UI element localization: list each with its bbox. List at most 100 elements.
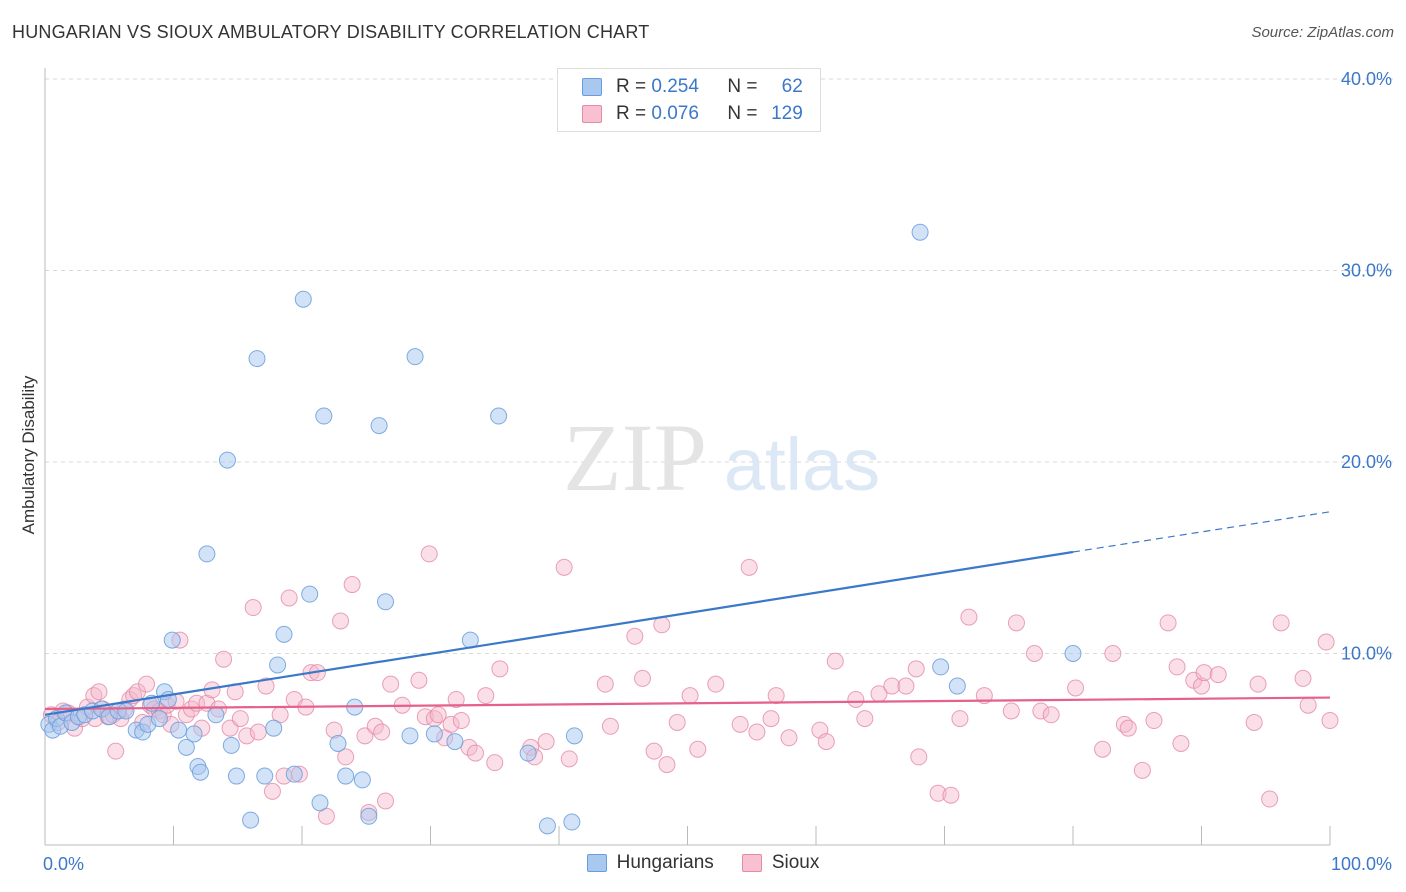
hungarian-point	[948, 677, 966, 695]
sioux-point	[1299, 696, 1317, 714]
hungarian-point	[519, 744, 537, 762]
sioux-point	[244, 599, 262, 617]
sioux-point	[826, 652, 844, 670]
sioux-point	[410, 671, 428, 689]
sioux-point	[1067, 679, 1085, 697]
hungarian-point	[248, 350, 266, 368]
x-tick-label: 0.0%	[43, 854, 84, 874]
hungarian-point	[185, 725, 203, 743]
hungarian-point	[269, 656, 287, 674]
sioux-point	[910, 748, 928, 766]
hungarian-point	[117, 702, 135, 720]
hungarian-point	[1064, 645, 1082, 662]
sioux-point	[1025, 645, 1043, 662]
hungarian-point	[370, 417, 388, 435]
sioux-point	[762, 710, 780, 728]
watermark-atlas: atlas	[724, 423, 880, 506]
sioux-point	[452, 712, 470, 730]
legend-n-value: 129	[771, 103, 803, 124]
sioux-point	[343, 576, 361, 594]
y-tick-label: 20.0%	[1341, 452, 1392, 472]
hungarian-point	[242, 811, 260, 829]
hungarian-point	[337, 767, 355, 785]
legend-swatch-blue	[586, 854, 607, 872]
sioux-point	[280, 589, 298, 607]
hungarian-point	[377, 593, 395, 611]
series-legend: Hungarians Sioux	[0, 852, 1406, 874]
sioux-point	[537, 733, 555, 751]
sioux-point	[447, 690, 465, 708]
sioux-point	[668, 713, 686, 731]
sioux-point	[596, 675, 614, 693]
hungarian-point	[563, 813, 581, 831]
hungarian-point	[177, 738, 195, 756]
sioux-point	[1145, 712, 1163, 730]
sioux-point	[1317, 633, 1335, 651]
sioux-point	[856, 710, 874, 728]
sioux-point	[1195, 664, 1213, 682]
hungarian-point	[301, 585, 319, 603]
legend-swatch-pink	[741, 854, 762, 872]
y-tick-label: 40.0%	[1341, 69, 1392, 89]
sioux-point	[942, 786, 960, 804]
sioux-point	[847, 690, 865, 708]
watermark: ZIP atlas	[563, 404, 880, 511]
hungarian-point	[360, 807, 378, 825]
sioux-point	[1193, 677, 1210, 695]
sioux-point	[138, 675, 156, 693]
x-tick-label: 100.0%	[1331, 854, 1392, 874]
sioux-point	[429, 706, 447, 724]
hungarian-point	[294, 290, 312, 308]
sioux-point	[1261, 790, 1279, 808]
sioux-point	[653, 616, 671, 634]
sioux-point	[442, 715, 460, 733]
legend-r-label: R =	[616, 103, 647, 124]
hungarian-trend-line	[44, 550, 1074, 716]
legend-n-label: N =	[727, 103, 758, 124]
hungarian-point	[490, 407, 508, 425]
sioux-point	[767, 687, 785, 705]
sioux-point	[1007, 614, 1025, 632]
sioux-point	[560, 750, 578, 768]
sioux-point	[107, 742, 125, 760]
hungarian-point	[425, 725, 443, 743]
tick-labels: 10.0% 20.0% 30.0% 40.0% 0.0% 100.0%	[43, 69, 1392, 874]
sioux-point	[491, 660, 509, 678]
sioux-trend-line	[44, 696, 1331, 711]
sioux-point	[951, 710, 969, 728]
hungarian-point	[207, 706, 225, 724]
legend-r-value: 0.254	[651, 76, 699, 97]
legend-n-label: N =	[727, 76, 758, 97]
legend-item-hungarians: Hungarians	[586, 852, 714, 874]
sioux-point	[1094, 740, 1112, 758]
hungarian-point	[163, 631, 181, 649]
axes	[44, 68, 1331, 846]
hungarian-point	[150, 710, 168, 728]
hungarian-point	[911, 223, 929, 241]
sioux-point	[1002, 702, 1020, 720]
hungarian-point	[222, 736, 240, 754]
sioux-point	[332, 612, 350, 630]
sioux-point	[215, 650, 233, 668]
watermark-zip: ZIP	[563, 404, 707, 511]
sioux-point	[1159, 614, 1177, 632]
hungarian-point	[218, 451, 236, 469]
hungarian-point	[256, 767, 274, 785]
sioux-point	[466, 744, 484, 762]
hungarian-point	[311, 794, 329, 812]
sioux-point	[1249, 675, 1267, 693]
y-tick-label: 10.0%	[1341, 644, 1392, 664]
sioux-point	[1245, 713, 1263, 731]
sioux-point	[1209, 666, 1227, 684]
sioux-point	[1104, 645, 1122, 662]
hungarian-point	[565, 727, 583, 745]
sioux-point	[960, 608, 978, 626]
legend-r-value: 0.076	[651, 103, 699, 124]
sioux-point	[382, 675, 400, 693]
hungarian-points	[40, 223, 1082, 835]
sioux-point	[658, 756, 676, 774]
sioux-point	[601, 717, 619, 735]
sioux-point	[731, 715, 749, 733]
hungarian-point	[265, 719, 283, 737]
